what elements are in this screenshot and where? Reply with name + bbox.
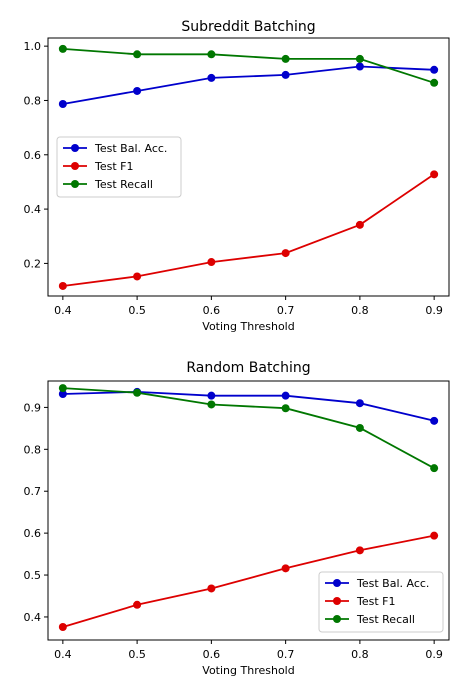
- data-point: [133, 86, 142, 95]
- data-point: [430, 416, 439, 425]
- legend-entry: Test F1: [94, 160, 133, 173]
- legend: Test Bal. Acc. Test F1 Test Recall: [318, 571, 444, 633]
- y-tick-label: 0.7: [24, 485, 42, 498]
- legend-marker: [333, 579, 341, 587]
- data-point: [281, 391, 290, 400]
- legend-marker: [71, 144, 79, 152]
- data-point: [430, 65, 439, 74]
- data-point: [355, 399, 364, 408]
- data-point: [430, 78, 439, 87]
- data-point: [355, 54, 364, 63]
- y-tick-label: 0.8: [24, 94, 42, 107]
- legend-entry: Test Bal. Acc.: [356, 577, 429, 590]
- data-point: [355, 423, 364, 432]
- data-point: [207, 400, 216, 409]
- legend-entry: Test Recall: [94, 178, 153, 191]
- data-point: [281, 70, 290, 79]
- data-point: [281, 54, 290, 63]
- y-tick-label: 0.6: [24, 149, 42, 162]
- x-tick-label: 0.9: [425, 648, 443, 661]
- legend-marker: [333, 615, 341, 623]
- y-tick-label: 0.6: [24, 527, 42, 540]
- data-point: [133, 272, 142, 281]
- data-point: [207, 584, 216, 593]
- legend-marker: [71, 180, 79, 188]
- legend-entry: Test Bal. Acc.: [94, 142, 167, 155]
- x-tick-label: 0.8: [351, 648, 369, 661]
- data-point: [58, 389, 67, 398]
- x-tick-label: 0.6: [203, 304, 221, 317]
- plot-frame: [47, 380, 450, 641]
- x-tick-label: 0.4: [54, 648, 72, 661]
- x-tick-label: 0.7: [277, 648, 295, 661]
- y-tick-label: 0.9: [24, 401, 42, 414]
- legend-box: [318, 571, 444, 633]
- series-line-1: [62, 65, 435, 105]
- legend-box: [56, 136, 182, 198]
- x-tick-label: 0.4: [54, 304, 72, 317]
- data-point: [430, 531, 439, 540]
- y-tick-label: 1.0: [24, 40, 42, 53]
- x-tick-label: 0.9: [425, 304, 443, 317]
- data-point: [133, 388, 142, 397]
- plot-frame: [47, 37, 450, 297]
- data-point: [355, 220, 364, 229]
- data-point: [355, 62, 364, 71]
- x-tick-label: 0.8: [351, 304, 369, 317]
- x-tick-label: 0.6: [203, 648, 221, 661]
- legend: Test Bal. Acc. Test F1 Test Recall: [56, 136, 182, 198]
- series-line-2: [62, 534, 435, 628]
- legend-marker: [71, 162, 79, 170]
- data-point: [207, 50, 216, 59]
- data-point: [355, 546, 364, 555]
- y-tick-label: 0.4: [24, 611, 42, 624]
- data-point: [58, 623, 67, 632]
- data-point: [133, 50, 142, 59]
- data-point: [207, 258, 216, 267]
- data-point: [58, 44, 67, 53]
- data-point: [430, 170, 439, 179]
- x-tick-label: 0.5: [128, 304, 146, 317]
- data-point: [58, 281, 67, 290]
- series-line-3: [62, 387, 435, 469]
- chart-panel-1: Subreddit Batching 0.4 0.5 0.6 0.7 0.8 0.9 0.2 0…: [24, 19, 450, 333]
- data-point: [281, 564, 290, 573]
- y-tick-label: 0.2: [24, 257, 42, 270]
- legend-entry: Test Recall: [356, 613, 415, 626]
- chart-title: Subreddit Batching: [181, 19, 315, 35]
- data-point: [430, 464, 439, 473]
- series-line-2: [62, 173, 435, 287]
- data-point: [281, 404, 290, 413]
- x-tick-label: 0.7: [277, 304, 295, 317]
- data-point: [207, 73, 216, 82]
- data-point: [58, 384, 67, 393]
- data-point: [58, 99, 67, 108]
- y-tick-label: 0.5: [24, 569, 42, 582]
- data-point: [133, 600, 142, 609]
- series-line-3: [62, 48, 435, 84]
- x-tick-label: 0.5: [128, 648, 146, 661]
- y-tick-label: 0.4: [24, 203, 42, 216]
- chart-panel-2: Random Batching 0.4 0.5 0.6 0.7 0.8 0.9 0.4 0.5 0…: [24, 360, 450, 677]
- legend-entry: Test F1: [356, 595, 395, 608]
- data-point: [281, 249, 290, 258]
- chart-title: Random Batching: [186, 360, 310, 376]
- y-tick-label: 0.8: [24, 443, 42, 456]
- x-axis-label: Voting Threshold: [202, 320, 294, 333]
- x-axis-label: Voting Threshold: [202, 664, 294, 677]
- data-point: [207, 391, 216, 400]
- legend-marker: [333, 597, 341, 605]
